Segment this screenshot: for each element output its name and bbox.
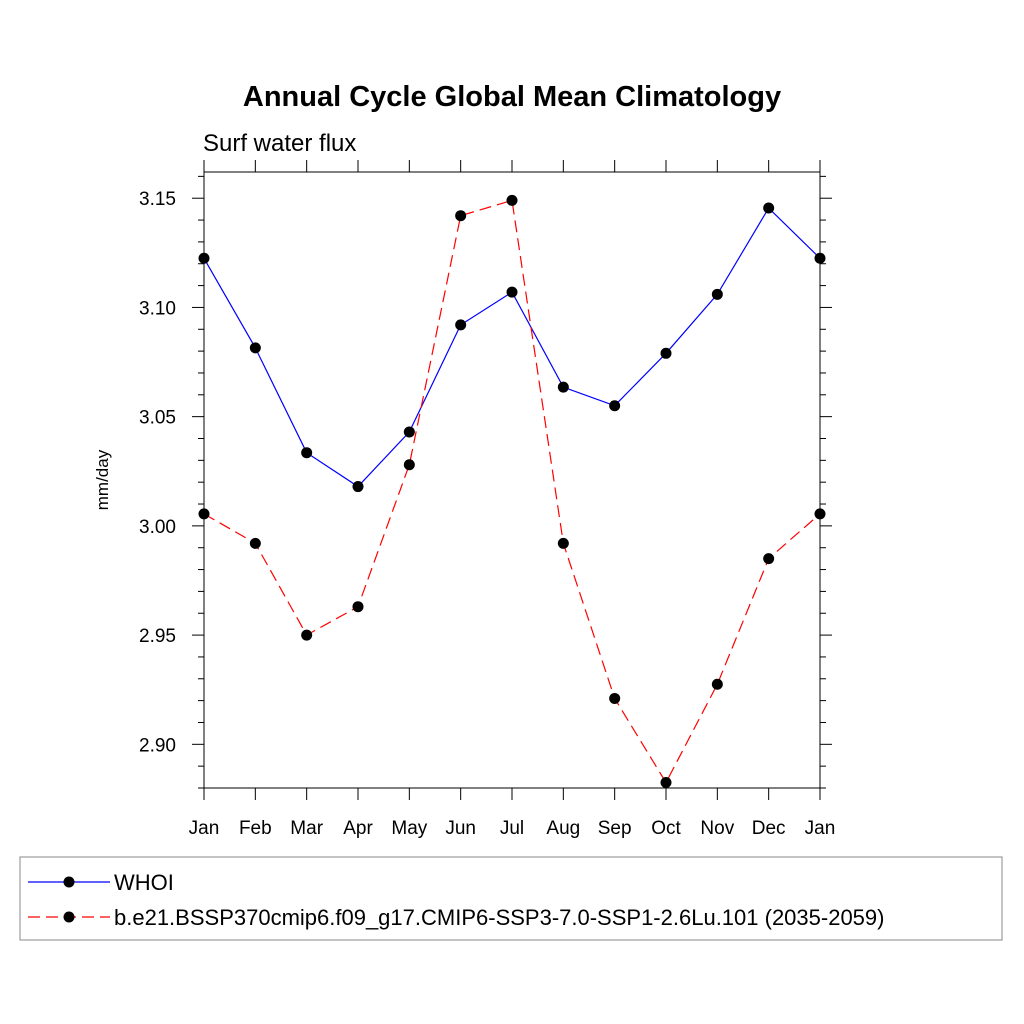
x-tick-label: Aug: [546, 818, 580, 839]
series-0-point: [557, 381, 569, 393]
y-axis-label: mm/day: [93, 449, 112, 510]
axis-ticks: [192, 160, 832, 800]
series-1-point: [557, 537, 569, 549]
series-line-0: [203, 207, 821, 488]
tick-labels: Jan Feb Mar Apr May Jun Jul Aug Sep Oct Nov Dec Jan 2…: [139, 189, 835, 839]
legend-marker-0: [63, 876, 75, 888]
series-1-point: [609, 692, 621, 704]
x-tick-label: Jan: [189, 818, 220, 839]
x-tick-label: Jul: [500, 818, 524, 839]
y-tick-label: 3.10: [139, 298, 176, 319]
y-tick-label: 2.90: [139, 735, 176, 756]
plot-frame: [203, 171, 821, 789]
series-0-point: [711, 288, 723, 300]
series-0-point: [352, 481, 364, 493]
series-0-point: [249, 342, 261, 354]
x-tick-label: Dec: [752, 818, 786, 839]
series-0-point: [763, 202, 775, 214]
y-tick-label: 3.15: [139, 189, 176, 210]
series-1-point: [506, 194, 518, 206]
x-tick-label: Feb: [239, 818, 272, 839]
series-0-point: [609, 400, 621, 412]
chart-title: Annual Cycle Global Mean Climatology: [243, 81, 781, 113]
legend-box: [19, 856, 1003, 941]
legend-marker-1: [63, 911, 75, 923]
x-tick-label: Mar: [290, 818, 323, 839]
x-tick-label: Nov: [700, 818, 734, 839]
x-tick-label: Jun: [445, 818, 476, 839]
series-1-point: [352, 601, 364, 613]
series-0-point: [403, 426, 415, 438]
series-1-point: [403, 459, 415, 471]
series-1-point: [455, 210, 467, 222]
series-1-point: [763, 553, 775, 565]
series-1-point: [711, 678, 723, 690]
x-tick-label: Apr: [343, 818, 373, 839]
y-tick-label: 3.00: [139, 517, 176, 538]
legend: WHOI b.e21.BSSP370cmip6.f09_g17.CMIP6-SSP…: [19, 856, 1003, 941]
y-tick-label: 3.05: [139, 408, 176, 429]
series-0-point: [455, 319, 467, 331]
x-tick-label: Sep: [598, 818, 632, 839]
legend-label-0: WHOI: [114, 870, 174, 895]
x-tick-label: Oct: [651, 818, 681, 839]
legend-label-1: b.e21.BSSP370cmip6.f09_g17.CMIP6-SSP3-7.…: [114, 905, 884, 930]
y-tick-label: 2.95: [139, 626, 176, 647]
series-0-point: [506, 286, 518, 298]
series-0-point: [301, 447, 313, 459]
series-1-point: [249, 537, 261, 549]
chart-subtitle: Surf water flux: [203, 130, 356, 157]
x-tick-label: Jan: [805, 818, 836, 839]
series-0-point: [660, 347, 672, 359]
x-tick-label: May: [391, 818, 427, 839]
series-1-point: [301, 629, 313, 641]
legend-items: WHOI b.e21.BSSP370cmip6.f09_g17.CMIP6-SSP…: [28, 870, 884, 930]
series-1-point: [660, 777, 672, 789]
plot-series: [198, 194, 826, 789]
